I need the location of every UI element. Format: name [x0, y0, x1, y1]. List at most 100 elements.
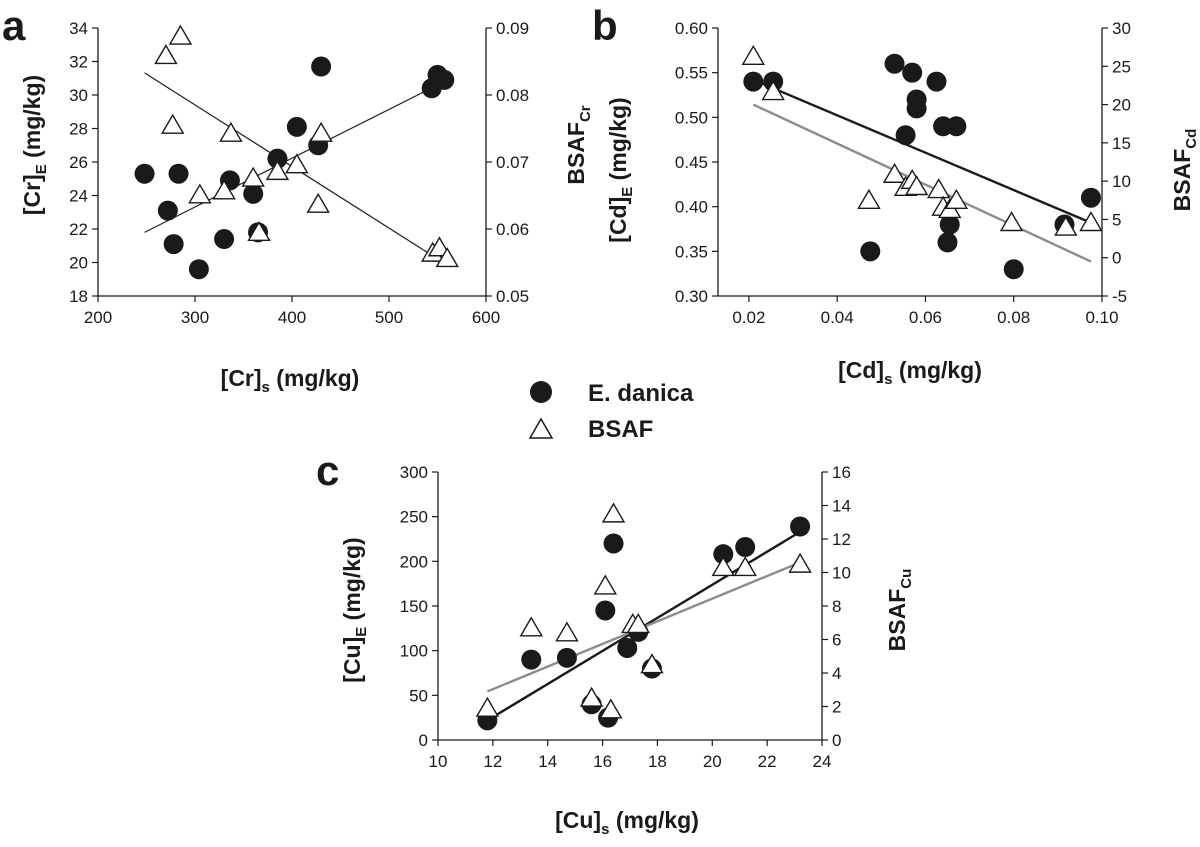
panel-a-point-e-danica: [286, 116, 307, 137]
panel-a-x-axis-label-unit: (mg/kg): [270, 365, 359, 391]
panel-a-point-e-danica: [134, 163, 155, 184]
panel-b-x-axis-label-unit: (mg/kg): [892, 357, 981, 383]
panel-b-y-right-tick-label: 15: [1112, 134, 1131, 153]
panel-c-y-left-tick-label: 200: [400, 552, 428, 571]
panel-c-y-left-label-main: [Cu]: [339, 637, 365, 683]
panel-b-point-e-danica: [1080, 187, 1101, 208]
svg-text:BSAFCr: BSAFCr: [563, 105, 594, 184]
panel-c-y-right-tick-label: 8: [832, 597, 841, 616]
panel-b-point-bsaf: [761, 80, 785, 101]
panel-a-point-bsaf: [247, 220, 271, 242]
panel-c-y-right-tick-label: 10: [832, 564, 851, 583]
panel-a-chart: a [Cr]s (mg/kg) [Cr]E (mg/kg) BSAFCr 200…: [2, 2, 594, 396]
panel-a-point-e-danica: [311, 56, 332, 77]
panel-b-point-e-danica: [926, 71, 947, 92]
panel-b-point-e-danica: [906, 89, 927, 110]
panel-a-point-e-danica: [188, 259, 209, 280]
panel-a-point-bsaf: [160, 113, 185, 134]
panel-c-x-tick-label: 24: [813, 752, 832, 771]
panel-b-point-bsaf: [882, 162, 907, 183]
panel-a-y-left-tick-label: 26: [69, 153, 88, 172]
panel-b-point-e-danica: [946, 116, 967, 137]
panel-b-y-left-tick-label: 0.40: [675, 198, 708, 217]
panel-c-point-e-danica: [790, 516, 811, 537]
panel-b-y-left-label-sub: E: [619, 187, 636, 197]
panel-b-y-right-label-sub: Cd: [1183, 129, 1200, 149]
panel-a-point-e-danica: [163, 234, 184, 255]
panel-c-x-tick-label: 20: [703, 752, 722, 771]
panel-b-x-tick-label: 0.04: [821, 308, 854, 327]
panel-c-point-bsaf: [519, 616, 543, 637]
panel-b-y-left-tick-label: 0.50: [675, 108, 708, 127]
panel-c-point-e-danica: [556, 647, 577, 668]
panel-b-point-e-danica: [743, 71, 764, 92]
panel-c-point-bsaf: [599, 698, 623, 719]
svg-text:[Cu]E (mg/kg): [Cu]E (mg/kg): [339, 537, 370, 682]
panel-c-point-bsaf: [711, 556, 735, 577]
panel-a-y-left-tick-label: 20: [69, 254, 88, 273]
panel-b-point-bsaf: [1054, 215, 1078, 236]
panel-b-y-left-label-main: [Cd]: [605, 197, 631, 243]
panel-c-y-right-label: BSAFCu: [884, 569, 915, 652]
panel-a-point-e-danica: [267, 148, 288, 169]
panel-c-point-bsaf: [601, 502, 626, 523]
panel-c-point-bsaf: [733, 556, 757, 577]
panel-b-point-bsaf: [944, 188, 969, 209]
panel-a-x-tick-label: 300: [181, 308, 209, 327]
panel-b-point-e-danica: [860, 241, 881, 262]
svg-text:[Cu]s (mg/kg): [Cu]s (mg/kg): [555, 807, 699, 838]
panel-a-point-bsaf: [309, 121, 333, 142]
panel-a-y-right-label-main: BSAF: [563, 122, 589, 185]
svg-text:[Cr]s (mg/kg): [Cr]s (mg/kg): [221, 365, 360, 396]
panel-a-y-left-tick-label: 24: [69, 187, 88, 206]
panel-b-x-axis-label: [Cd]s (mg/kg): [838, 357, 982, 388]
panel-c-y-right-tick-label: 16: [832, 463, 851, 482]
panel-a-label: a: [2, 2, 26, 49]
panel-a-y-left-label-sub: E: [33, 164, 50, 174]
panel-a-y-left-label-main: [Cr]: [19, 174, 45, 215]
panel-a-y-right-tick-label: 0.08: [496, 86, 529, 105]
panel-c-x-axis-label: [Cu]s (mg/kg): [555, 807, 699, 838]
panel-a-point-bsaf: [168, 24, 193, 45]
panel-c-y-right-tick-label: 6: [832, 631, 841, 650]
panel-c-y-left-tick-label: 100: [400, 642, 428, 661]
svg-text:BSAFCu: BSAFCu: [884, 569, 915, 652]
svg-text:[Cr]E (mg/kg): [Cr]E (mg/kg): [19, 75, 50, 215]
panel-b-x-tick-label: 0.10: [1085, 308, 1118, 327]
panel-c-y-left-tick-label: 300: [400, 463, 428, 482]
panel-b-y-right-tick-label: -5: [1112, 287, 1127, 306]
panel-a-point-e-danica: [168, 163, 189, 184]
panel-b-x-axis-label-main: [Cd]: [838, 357, 884, 383]
panel-c-y-right-tick-label: 2: [832, 698, 841, 717]
panel-c-y-left-tick-label: 50: [409, 686, 428, 705]
panel-a-x-axis-label-sub: s: [262, 379, 270, 396]
panel-b-point-bsaf: [904, 175, 929, 196]
panel-b-point-e-danica: [1003, 259, 1024, 280]
panel-a-point-bsaf: [212, 179, 236, 200]
panel-a-x-tick-label: 400: [278, 308, 306, 327]
svg-text:[Cd]s (mg/kg): [Cd]s (mg/kg): [838, 357, 982, 388]
panel-c-x-tick-label: 16: [593, 752, 612, 771]
panel-c-y-right-tick-label: 14: [832, 497, 851, 516]
panel-c-y-right-tick-label: 0: [832, 731, 841, 750]
legend: E. danica BSAF: [528, 380, 694, 443]
panel-a-y-right-tick-label: 0.09: [496, 19, 529, 38]
panel-a-point-e-danica: [214, 229, 235, 250]
panel-b-point-e-danica: [902, 62, 923, 83]
panel-b-point-e-danica: [939, 214, 960, 235]
panel-a-fit-line-left: [144, 81, 445, 233]
panel-b-fit-line-right: [752, 103, 1092, 263]
panel-b-point-bsaf: [926, 178, 951, 199]
panel-b-y-left-tick-label: 0.55: [675, 64, 708, 83]
panel-c-x-axis-label-main: [Cu]: [555, 807, 601, 833]
panel-c-y-left-label: [Cu]E (mg/kg): [339, 537, 370, 682]
panel-c-x-tick-label: 14: [538, 752, 557, 771]
panel-a-y-left-tick-label: 18: [69, 287, 88, 306]
legend-triangle-marker: [528, 417, 554, 439]
panel-c-y-left-label-sub: E: [353, 627, 370, 637]
panel-a-x-tick-label: 600: [472, 308, 500, 327]
panel-c-y-left-tick-label: 0: [419, 731, 428, 750]
panel-a-y-right-label-sub: Cr: [577, 105, 594, 122]
panel-b-x-tick-label: 0.06: [909, 308, 942, 327]
